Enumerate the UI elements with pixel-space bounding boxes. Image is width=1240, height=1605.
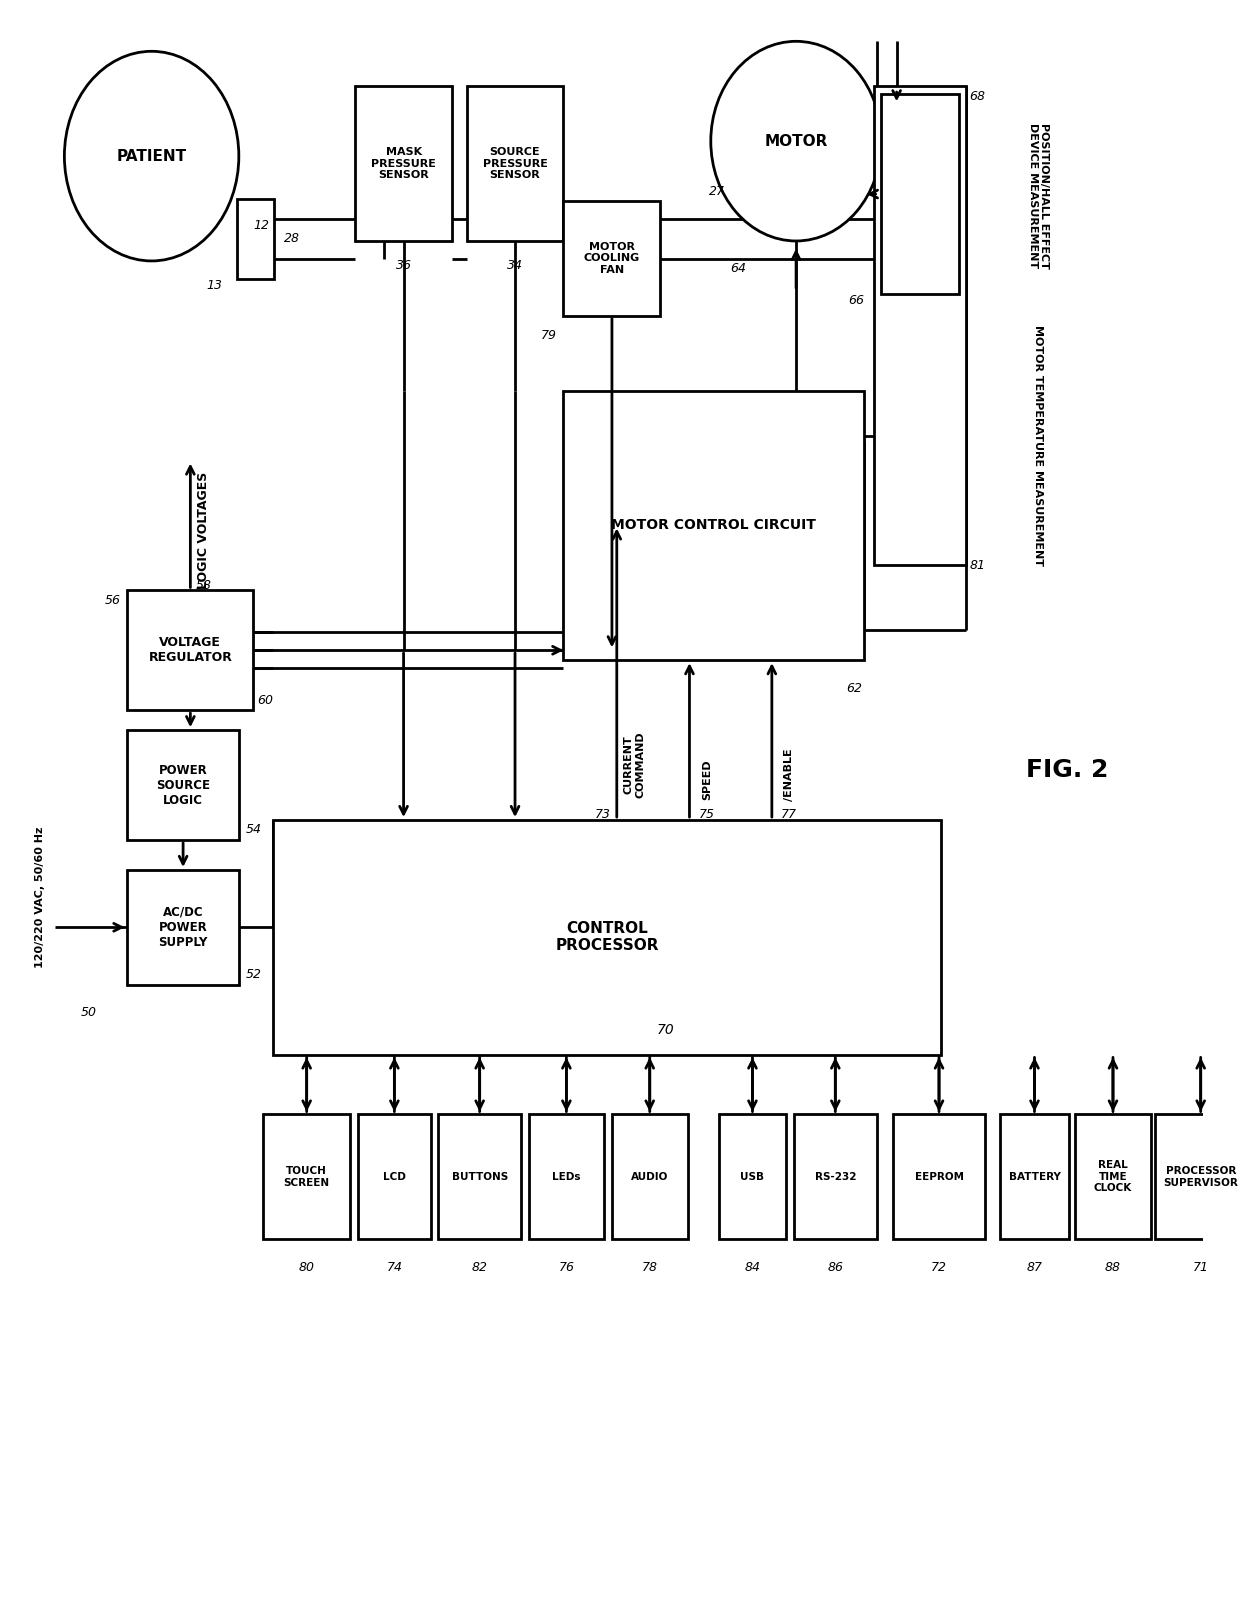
Text: AC/DC
POWER
SUPPLY: AC/DC POWER SUPPLY <box>159 905 208 949</box>
Text: 56: 56 <box>105 594 120 607</box>
Text: FIG. 2: FIG. 2 <box>1027 758 1109 782</box>
Text: 34: 34 <box>507 260 523 273</box>
Text: LCD: LCD <box>383 1172 405 1181</box>
FancyBboxPatch shape <box>794 1114 877 1239</box>
FancyBboxPatch shape <box>613 1114 687 1239</box>
Text: BATTERY: BATTERY <box>1008 1172 1060 1181</box>
Text: 87: 87 <box>1027 1260 1043 1274</box>
Text: 58: 58 <box>196 579 212 592</box>
Text: 50: 50 <box>81 1006 97 1019</box>
Text: CURRENT
COMMAND: CURRENT COMMAND <box>624 732 645 798</box>
Text: SOURCE
PRESSURE
SENSOR: SOURCE PRESSURE SENSOR <box>482 148 548 180</box>
Text: AUDIO: AUDIO <box>631 1172 668 1181</box>
FancyBboxPatch shape <box>439 1114 521 1239</box>
Ellipse shape <box>64 51 239 262</box>
Text: 120/220 VAC, 50/60 Hz: 120/220 VAC, 50/60 Hz <box>35 827 45 968</box>
Text: MOTOR TEMPERATURE MEASUREMENT: MOTOR TEMPERATURE MEASUREMENT <box>1033 326 1043 567</box>
Text: EEPROM: EEPROM <box>915 1172 963 1181</box>
Text: 28: 28 <box>284 233 300 246</box>
FancyBboxPatch shape <box>263 1114 350 1239</box>
Text: 84: 84 <box>744 1260 760 1274</box>
FancyBboxPatch shape <box>528 1114 604 1239</box>
Text: RS-232: RS-232 <box>815 1172 856 1181</box>
Text: 12: 12 <box>253 220 269 233</box>
Text: 75: 75 <box>699 809 715 822</box>
Text: USB: USB <box>740 1172 765 1181</box>
Text: 66: 66 <box>848 294 864 308</box>
Text: 88: 88 <box>1105 1260 1121 1274</box>
FancyBboxPatch shape <box>128 730 239 839</box>
Text: SPEED: SPEED <box>702 759 712 801</box>
FancyBboxPatch shape <box>882 95 959 294</box>
Text: 54: 54 <box>246 823 262 836</box>
Text: 13: 13 <box>207 279 223 292</box>
Text: 68: 68 <box>970 90 986 103</box>
Text: 86: 86 <box>827 1260 843 1274</box>
Text: BUTTONS: BUTTONS <box>451 1172 507 1181</box>
Text: 27: 27 <box>708 185 724 197</box>
Text: MOTOR
COOLING
FAN: MOTOR COOLING FAN <box>584 242 640 274</box>
Text: PATIENT: PATIENT <box>117 149 187 164</box>
Text: MOTOR: MOTOR <box>764 133 828 149</box>
FancyBboxPatch shape <box>358 1114 430 1239</box>
FancyBboxPatch shape <box>355 87 453 241</box>
Ellipse shape <box>711 42 882 241</box>
FancyBboxPatch shape <box>1075 1114 1151 1239</box>
Text: MASK
PRESSURE
SENSOR: MASK PRESSURE SENSOR <box>371 148 436 180</box>
Text: 60: 60 <box>257 693 273 706</box>
Text: 36: 36 <box>396 260 412 273</box>
Text: 52: 52 <box>246 968 262 981</box>
Text: REAL
TIME
CLOCK: REAL TIME CLOCK <box>1094 1160 1132 1194</box>
Text: POWER
SOURCE
LOGIC: POWER SOURCE LOGIC <box>156 764 210 807</box>
Text: TOUCH
SCREEN: TOUCH SCREEN <box>284 1167 330 1188</box>
Text: 71: 71 <box>1193 1260 1209 1274</box>
Text: 78: 78 <box>642 1260 657 1274</box>
Text: VOLTAGE
REGULATOR: VOLTAGE REGULATOR <box>149 636 232 664</box>
Text: PROCESSOR
SUPERVISOR: PROCESSOR SUPERVISOR <box>1163 1167 1238 1188</box>
Text: POSITION/HALL EFFECT
DEVICE MEASUREMENT: POSITION/HALL EFFECT DEVICE MEASUREMENT <box>1028 124 1049 270</box>
Text: 82: 82 <box>471 1260 487 1274</box>
Text: 76: 76 <box>558 1260 574 1274</box>
Text: 64: 64 <box>730 263 746 276</box>
FancyBboxPatch shape <box>563 390 864 660</box>
Text: 62: 62 <box>846 682 862 695</box>
Text: 80: 80 <box>299 1260 315 1274</box>
Text: /ENABLE: /ENABLE <box>784 750 795 801</box>
Text: 72: 72 <box>931 1260 947 1274</box>
FancyBboxPatch shape <box>563 201 661 316</box>
Text: 79: 79 <box>541 329 557 342</box>
FancyBboxPatch shape <box>128 870 239 985</box>
FancyBboxPatch shape <box>237 199 274 279</box>
Text: 77: 77 <box>781 809 797 822</box>
FancyBboxPatch shape <box>999 1114 1069 1239</box>
FancyBboxPatch shape <box>273 820 941 1054</box>
Text: LOGIC VOLTAGES: LOGIC VOLTAGES <box>197 472 211 589</box>
FancyBboxPatch shape <box>1154 1114 1240 1239</box>
Text: 70: 70 <box>656 1022 675 1037</box>
FancyBboxPatch shape <box>128 591 253 709</box>
FancyBboxPatch shape <box>718 1114 786 1239</box>
Text: MOTOR CONTROL CIRCUIT: MOTOR CONTROL CIRCUIT <box>611 518 816 533</box>
Text: 73: 73 <box>595 809 611 822</box>
FancyBboxPatch shape <box>466 87 563 241</box>
FancyBboxPatch shape <box>893 1114 985 1239</box>
Text: 74: 74 <box>387 1260 402 1274</box>
Text: 81: 81 <box>970 559 986 571</box>
Text: LEDs: LEDs <box>552 1172 580 1181</box>
FancyBboxPatch shape <box>874 87 966 565</box>
Text: CONTROL
PROCESSOR: CONTROL PROCESSOR <box>556 921 658 953</box>
